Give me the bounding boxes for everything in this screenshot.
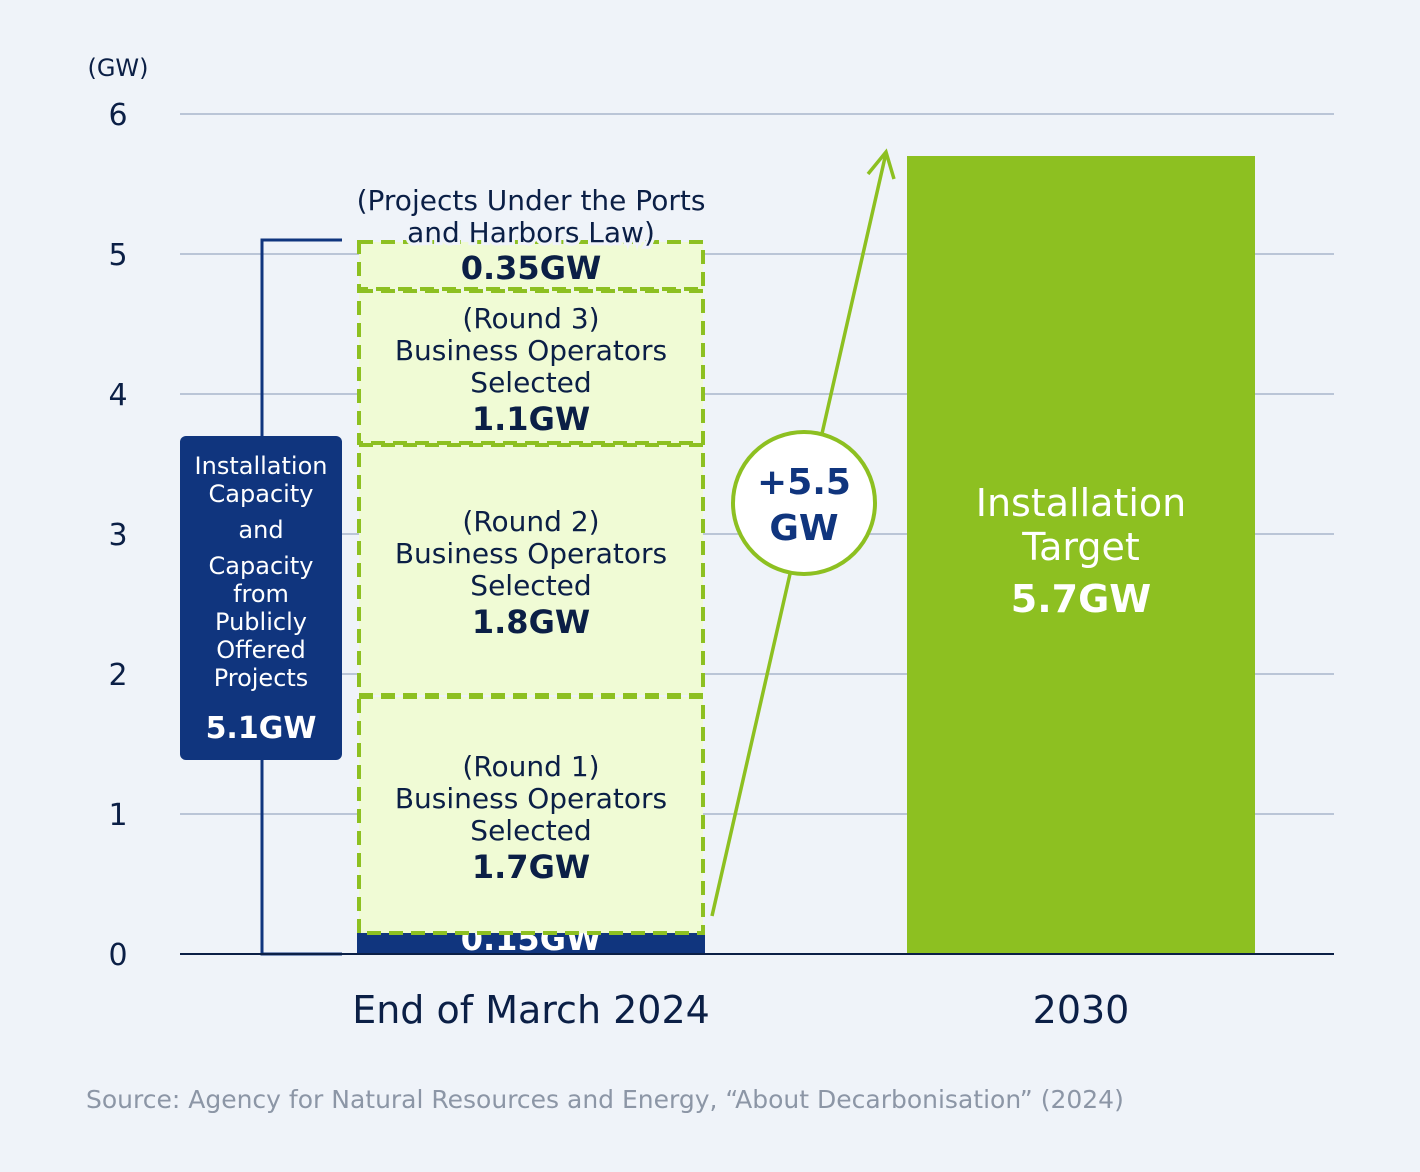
bracket-value: 5.1GW: [206, 711, 317, 746]
bar-segment-label: Selected: [470, 366, 591, 399]
bracket-label-text: Projects: [214, 664, 309, 692]
target-bar-label: Target: [1021, 525, 1140, 569]
bracket-label-text: Installation: [195, 452, 328, 480]
x-axis-label-2030: 2030: [1033, 988, 1130, 1032]
increase-badge-text: GW: [769, 508, 838, 549]
bar-segment: [357, 695, 705, 935]
y-axis-unit: (GW): [87, 54, 148, 82]
bar-segment-label: Business Operators: [395, 782, 667, 815]
y-tick-label: 2: [108, 658, 127, 693]
bracket-label-text: Capacity: [209, 480, 314, 508]
y-tick-label: 3: [108, 518, 127, 553]
bar-segment-value: 1.7GW: [472, 848, 590, 886]
y-tick-label: 0: [108, 938, 127, 973]
bar-segment-label: (Round 2): [462, 505, 599, 538]
y-tick-label: 1: [108, 798, 127, 833]
bracket-label-text: Publicly: [215, 608, 307, 636]
source-note: Source: Agency for Natural Resources and…: [86, 1085, 1124, 1114]
bar-segment-label: Selected: [470, 814, 591, 847]
bar-segment-label: (Round 3): [462, 302, 599, 335]
increase-badge-text: +5.5: [757, 462, 851, 503]
bar-segment: [357, 289, 705, 445]
bar-segment-value: 1.1GW: [472, 400, 590, 438]
bar-segment: [357, 443, 705, 697]
increase-badge: [731, 430, 877, 576]
stacked-bar-2024: 0.15GW(Round 1)Business OperatorsSelecte…: [354, 181, 709, 958]
increase-arrow: +5.5 GW: [710, 148, 896, 917]
x-axis-label-2024: End of March 2024: [352, 988, 710, 1032]
y-tick-label: 6: [108, 98, 127, 133]
target-bar-value: 5.7GW: [1011, 577, 1151, 621]
target-bar-label: Installation: [976, 481, 1186, 525]
total-bracket: InstallationCapacityandCapacityfromPubli…: [180, 238, 342, 956]
y-tick-label: 4: [108, 378, 127, 413]
arrowhead-icon: [866, 148, 896, 180]
bar-segment-value: 0.35GW: [461, 249, 602, 287]
bar-segment: [357, 240, 705, 291]
bar-segment-label: and Harbors Law): [407, 216, 655, 249]
bracket-label-text: and: [238, 516, 283, 544]
bracket-label-text: Offered: [216, 636, 306, 664]
bar-segment-label: (Round 1): [462, 750, 599, 783]
y-tick-label: 5: [108, 238, 127, 273]
bracket-label-box: [180, 436, 342, 760]
bar-segment-label: Business Operators: [395, 334, 667, 367]
bar-segment-label: Business Operators: [395, 537, 667, 570]
target-bar: [907, 156, 1255, 954]
bar-segment-label: Selected: [470, 569, 591, 602]
bar-segment-value: 1.8GW: [472, 603, 590, 641]
y-axis-ticks: 0 1 2 3 4 5 6: [108, 98, 127, 973]
bar-segment-label: (Projects Under the Ports: [357, 184, 706, 217]
bracket-label-text: from: [233, 580, 289, 608]
bar-segment-base: [357, 933, 705, 954]
bracket-label-text: Capacity: [209, 552, 314, 580]
